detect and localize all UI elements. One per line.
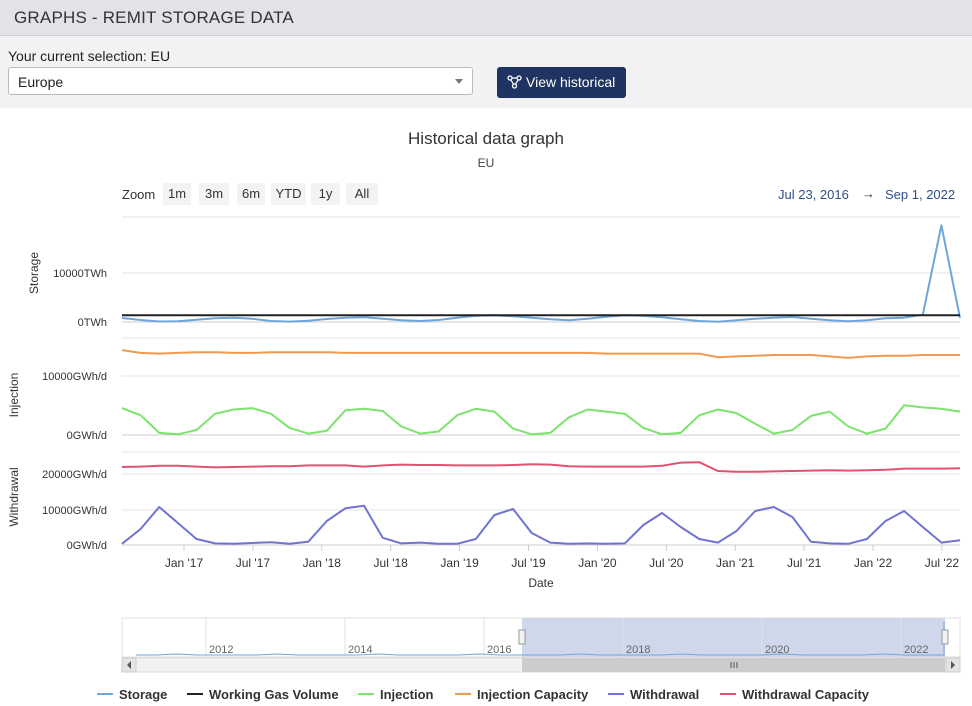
series-line-storage[interactable]	[121, 224, 961, 323]
range-to-input[interactable]: Sep 1, 2022	[885, 187, 956, 202]
chart-title: Historical data graph	[408, 129, 564, 148]
y-axis-title-injection: Injection	[7, 373, 21, 418]
legend-swatch-withdrawal-capacity	[720, 692, 736, 695]
legend-item-working-gas-volume[interactable]: Working Gas Volume	[187, 687, 339, 702]
view-historical-button[interactable]: View historical	[497, 67, 626, 98]
y-tick-label: 0GWh/d	[67, 430, 107, 442]
chevron-left-icon	[127, 661, 131, 669]
x-tick-label: Jul '22	[925, 556, 960, 570]
x-axis-title: Date	[528, 576, 554, 590]
x-tick-label: Jul '20	[649, 556, 684, 570]
navigator-year-label: 2020	[765, 644, 789, 656]
legend-item-withdrawal-capacity[interactable]: Withdrawal Capacity	[720, 687, 869, 702]
legend-swatch-injection-capacity	[455, 692, 471, 695]
x-tick-label: Jan '19	[440, 556, 479, 570]
legend-swatch-storage	[97, 692, 113, 695]
navigator-year-label: 2022	[904, 644, 928, 656]
legend-item-storage[interactable]: Storage	[97, 687, 167, 702]
x-tick-label: Jan '21	[716, 556, 755, 570]
x-tick-label: Jul '18	[374, 556, 409, 570]
x-tick-label: Jan '22	[854, 556, 893, 570]
y-axis-title-storage: Storage	[27, 252, 41, 294]
range-arrow: →	[862, 186, 875, 201]
x-tick-label: Jul '21	[787, 556, 822, 570]
y-axis-title-withdrawal: Withdrawal	[7, 467, 21, 526]
y-tick-label: 10000GWh/d	[42, 371, 107, 383]
zoom-all-button[interactable]: All	[346, 183, 378, 205]
range-from-input[interactable]: Jul 23, 2016	[778, 187, 849, 202]
chevron-down-icon	[455, 79, 463, 84]
legend-item-injection-capacity[interactable]: Injection Capacity	[455, 687, 588, 702]
series-line-injection-capacity[interactable]	[121, 349, 960, 359]
zoom-3m-button[interactable]: 3m	[199, 183, 229, 205]
series-line-withdrawal[interactable]	[121, 504, 961, 545]
view-historical-label: View historical	[526, 74, 616, 90]
y-tick-label: 0TWh	[78, 317, 107, 329]
legend-item-injection[interactable]: Injection	[358, 687, 433, 702]
navigator-year-label: 2014	[348, 644, 372, 656]
x-tick-label: Jan '20	[578, 556, 617, 570]
selection-panel: Your current selection: EU Europe View h…	[0, 36, 972, 108]
legend-swatch-withdrawal	[608, 692, 624, 695]
page-title: GRAPHS - REMIT STORAGE DATA	[14, 8, 294, 27]
zoom-6m-button[interactable]: 6m	[237, 183, 265, 205]
legend-swatch-injection	[358, 692, 374, 695]
navigator-year-label: 2016	[487, 644, 511, 656]
series-line-withdrawal-capacity[interactable]	[121, 461, 961, 473]
navigator-year-label: 2012	[209, 644, 233, 656]
legend-swatch-working-gas-volume	[187, 692, 203, 695]
zoom-1y-button[interactable]: 1y	[311, 183, 340, 205]
network-icon	[507, 75, 522, 89]
region-dropdown[interactable]: Europe	[8, 67, 473, 95]
series-line-injection[interactable]	[121, 404, 961, 436]
legend-item-withdrawal[interactable]: Withdrawal	[608, 687, 699, 702]
zoom-ytd-button[interactable]: YTD	[271, 183, 306, 205]
y-tick-label: 10000GWh/d	[42, 505, 107, 517]
zoom-1m-button[interactable]: 1m	[163, 183, 191, 205]
navigator-selection[interactable]	[522, 618, 945, 657]
navigator-left-handle[interactable]	[518, 629, 526, 645]
x-tick-label: Jan '17	[165, 556, 204, 570]
y-tick-label: 20000GWh/d	[42, 469, 107, 481]
y-tick-label: 0GWh/d	[67, 540, 107, 552]
current-selection-label: Your current selection: EU	[8, 48, 171, 64]
navigator-series-line	[136, 622, 945, 656]
navigator-year-label: 2018	[626, 644, 650, 656]
x-tick-label: Jul '17	[236, 556, 271, 570]
chevron-right-icon	[951, 661, 955, 669]
historical-chart[interactable]: 0TWh 10000TWh Storage 0GWh/d 10000GWh/d Injec…	[0, 200, 972, 680]
header-bar: GRAPHS - REMIT STORAGE DATA	[0, 0, 972, 36]
x-tick-label: Jan '18	[303, 556, 342, 570]
x-tick-label: Jul '19	[511, 556, 546, 570]
navigator-right-handle[interactable]	[941, 629, 949, 645]
y-tick-label: 10000TWh	[53, 268, 107, 280]
zoom-label: Zoom	[122, 187, 156, 202]
region-dropdown-value: Europe	[18, 74, 64, 90]
chart-subtitle: EU	[477, 156, 495, 170]
